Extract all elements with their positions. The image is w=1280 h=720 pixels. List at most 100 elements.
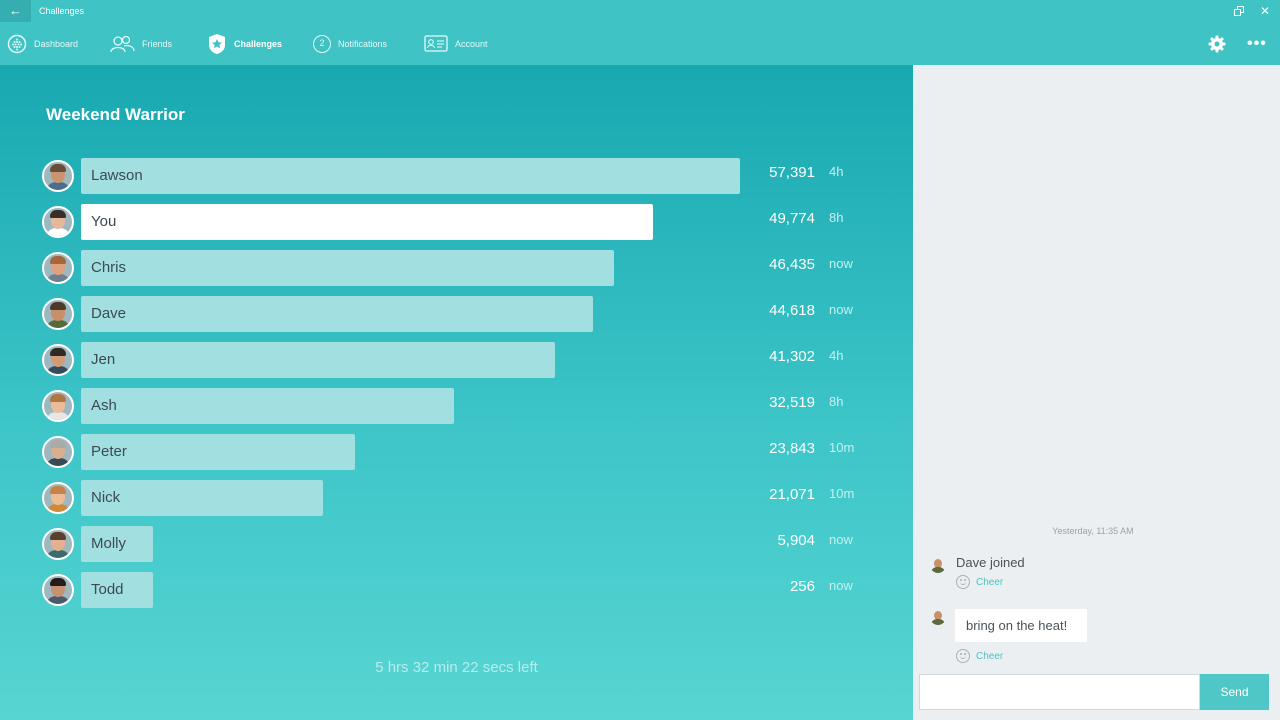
last-sync-time: now — [829, 302, 853, 317]
steps-bar — [81, 158, 740, 194]
close-icon: ✕ — [1259, 4, 1271, 18]
avatar — [42, 574, 74, 606]
cheer-button[interactable]: Cheer — [956, 649, 1003, 663]
back-button[interactable]: ← — [0, 0, 31, 22]
notification-badge: 2 — [313, 34, 331, 53]
step-count: 256 — [789, 578, 815, 595]
message-bubble: bring on the heat! — [955, 609, 1087, 642]
restore-window-button[interactable] — [1226, 0, 1252, 22]
last-sync-time: now — [829, 532, 853, 547]
nav-item-friends[interactable]: Friends — [110, 22, 172, 65]
participant-name: Ash — [91, 397, 117, 414]
steps-bar — [81, 296, 593, 332]
avatar — [42, 206, 74, 238]
notification-count-icon: 2 — [313, 34, 331, 53]
window-title: Challenges — [39, 6, 85, 16]
participant-name: Chris — [91, 259, 127, 276]
avatar — [42, 528, 74, 560]
participant-name: Dave — [91, 305, 127, 322]
avatar — [42, 252, 74, 284]
steps-bar — [81, 526, 153, 562]
time-remaining: 5 hrs 32 min 22 secs left — [375, 659, 538, 676]
last-sync-time: 4h — [829, 348, 844, 363]
message-input[interactable] — [919, 674, 1200, 710]
smiley-icon — [956, 649, 970, 663]
avatar — [42, 344, 74, 376]
restore-icon — [1234, 6, 1244, 16]
leaderboard-row[interactable]: Peter 23,843 10m — [0, 434, 913, 470]
avatar — [930, 557, 946, 573]
more-icon: ••• — [1247, 34, 1267, 52]
cheer-label: Cheer — [976, 576, 1004, 588]
nav-item-challenges[interactable]: Challenges — [207, 22, 282, 65]
cheer-button[interactable]: Cheer — [956, 575, 1003, 589]
nav-label: Friends — [142, 38, 173, 49]
avatar — [42, 390, 74, 422]
settings-button[interactable] — [1208, 22, 1226, 65]
leaderboard-row[interactable]: Molly 5,904 now — [0, 526, 913, 562]
participant-name: Lawson — [91, 167, 143, 184]
close-window-button[interactable]: ✕ — [1252, 0, 1278, 22]
nav-label: Challenges — [234, 38, 283, 49]
nav-label: Dashboard — [34, 38, 79, 49]
steps-bar — [81, 250, 614, 286]
avatar — [42, 160, 74, 192]
steps-bar — [81, 342, 555, 378]
nav-label: Notifications — [338, 38, 388, 49]
last-sync-time: now — [829, 578, 853, 593]
nav-item-dashboard[interactable]: Dashboard — [7, 22, 78, 65]
step-count: 21,071 — [769, 486, 815, 503]
last-sync-time: now — [829, 256, 853, 271]
step-count: 5,904 — [777, 532, 815, 549]
friends-icon — [110, 35, 135, 53]
step-count: 49,774 — [769, 210, 815, 227]
chat-panel: Yesterday, 11:35 AM Dave joined Cheer br… — [913, 65, 1280, 720]
last-sync-time: 8h — [829, 210, 844, 225]
chat-timestamp: Yesterday, 11:35 AM — [1052, 526, 1134, 536]
nav-label: Account — [455, 38, 488, 49]
back-arrow-icon: ← — [9, 3, 22, 18]
steps-bar — [81, 572, 153, 608]
avatar — [42, 482, 74, 514]
participant-name: Todd — [91, 581, 124, 598]
challenge-panel: Weekend Warrior Lawson 57,391 4h You 49,774 8… — [0, 65, 913, 720]
last-sync-time: 10m — [829, 486, 855, 501]
account-card-icon — [424, 35, 448, 52]
message-text: Dave joined — [956, 555, 1025, 570]
participant-name: Peter — [91, 443, 127, 460]
leaderboard-row[interactable]: Lawson 57,391 4h — [0, 158, 913, 194]
leaderboard-row[interactable]: Chris 46,435 now — [0, 250, 913, 286]
last-sync-time: 8h — [829, 394, 844, 409]
leaderboard-row[interactable]: You 49,774 8h — [0, 204, 913, 240]
nav-item-notifications[interactable]: 2 Notifications — [313, 22, 387, 65]
leaderboard-row[interactable]: Jen 41,302 4h — [0, 342, 913, 378]
cheer-label: Cheer — [976, 650, 1004, 662]
smiley-icon — [956, 575, 970, 589]
leaderboard-row[interactable]: Ash 32,519 8h — [0, 388, 913, 424]
leaderboard-row[interactable]: Todd 256 now — [0, 572, 913, 608]
challenge-title: Weekend Warrior — [46, 105, 185, 124]
send-button[interactable]: Send — [1200, 674, 1269, 710]
nav-item-account[interactable]: Account — [424, 22, 488, 65]
nav-bar: Dashboard Friends Challenges 2 Notificat… — [0, 22, 1280, 65]
more-options-button[interactable]: ••• — [1247, 22, 1267, 65]
last-sync-time: 10m — [829, 440, 855, 455]
leaderboard-row[interactable]: Nick 21,071 10m — [0, 480, 913, 516]
last-sync-time: 4h — [829, 164, 844, 179]
leaderboard-row[interactable]: Dave 44,618 now — [0, 296, 913, 332]
steps-bar — [81, 388, 454, 424]
participant-name: Nick — [91, 489, 121, 506]
step-count: 32,519 — [769, 394, 815, 411]
title-bar: ← Challenges ✕ — [0, 0, 1280, 22]
avatar — [42, 436, 74, 468]
step-count: 57,391 — [769, 164, 815, 181]
step-count: 46,435 — [769, 256, 815, 273]
participant-name: You — [91, 213, 117, 230]
step-count: 41,302 — [769, 348, 815, 365]
participant-name: Molly — [91, 535, 127, 552]
gear-icon — [1208, 35, 1226, 52]
steps-bar — [81, 480, 323, 516]
steps-bar — [81, 434, 355, 470]
participant-name: Jen — [91, 351, 116, 368]
step-count: 23,843 — [769, 440, 815, 457]
